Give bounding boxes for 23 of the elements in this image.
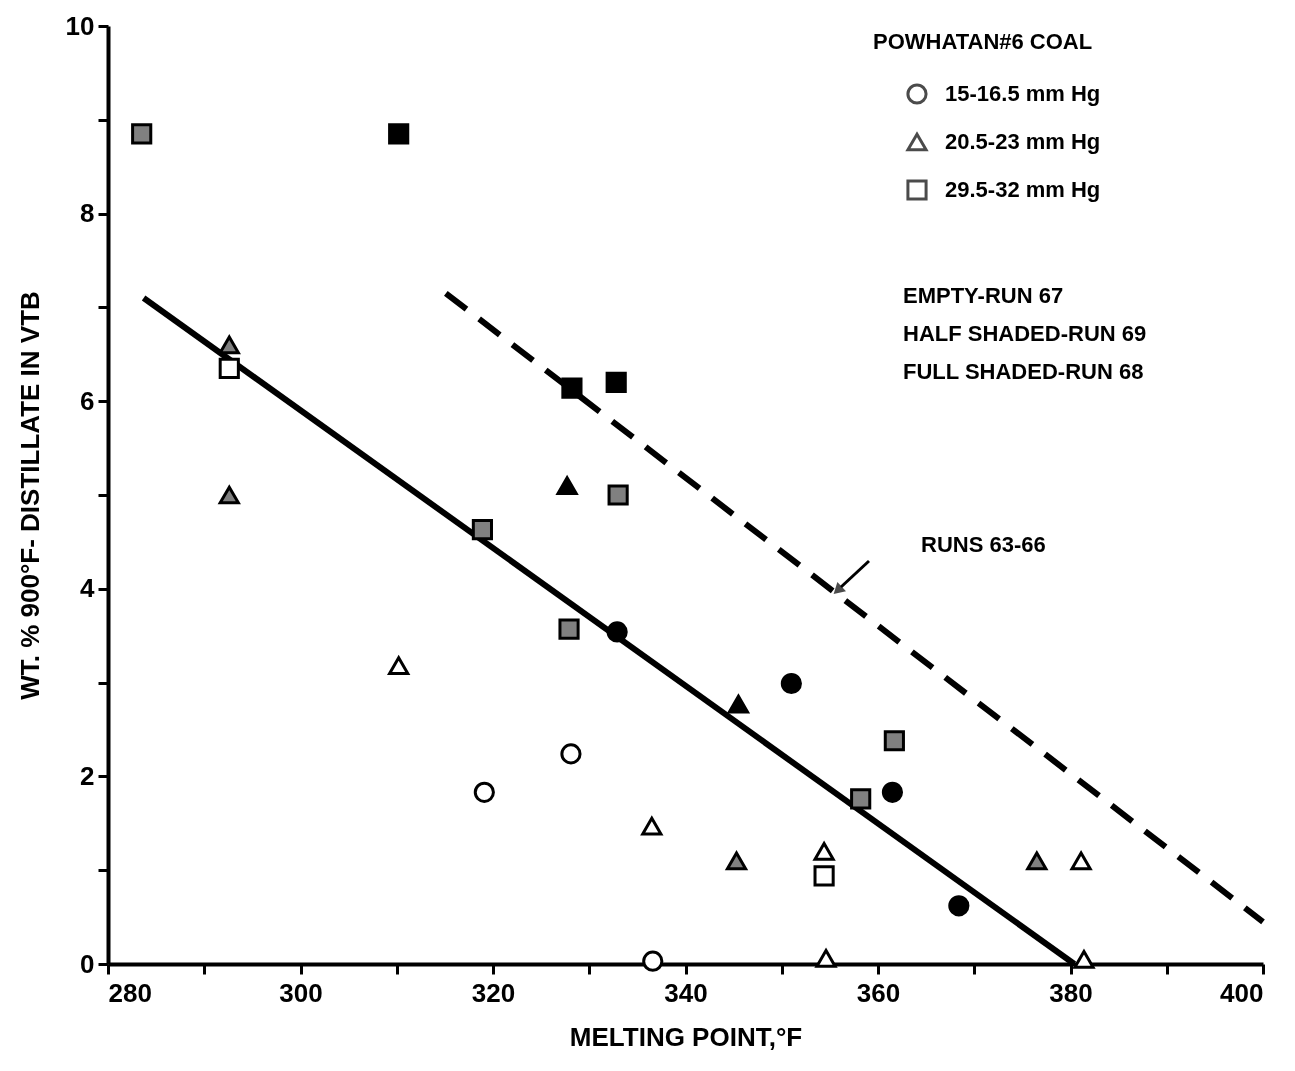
x-tick-label: 340 [664,977,708,1008]
x-tick-label: 320 [471,977,516,1008]
y-axis-title: WT. % 900°F- DISTILLATE IN VTB [14,291,45,700]
legend-label: 29.5-32 mm Hg [945,177,1101,202]
x-tick-label: 360 [856,977,901,1008]
x-axis-title: MELTING POINT,°F [569,1021,803,1052]
annotation: RUNS 63-66 [921,532,1046,557]
x-tick-label: 400 [1220,977,1264,1008]
y-tick-label: 0 [80,948,95,979]
legend-label: 15-16.5 mm Hg [945,81,1101,106]
y-tick-label: 6 [80,385,95,416]
x-tick-label: 300 [279,977,323,1008]
y-tick-label: 10 [65,10,95,41]
x-tick-label: 280 [108,977,152,1008]
annotation: EMPTY-RUN 67 [903,283,1064,308]
y-tick-label: 4 [80,573,96,604]
annotation: FULL SHADED-RUN 68 [903,359,1144,384]
x-tick-label: 380 [1049,977,1093,1008]
annotation: HALF SHADED-RUN 69 [903,321,1147,346]
y-tick-label: 8 [80,198,95,229]
y-tick-label: 2 [80,760,95,791]
legend-title: POWHATAN#6 COAL [873,29,1093,54]
legend-label: 20.5-23 mm Hg [945,129,1101,154]
